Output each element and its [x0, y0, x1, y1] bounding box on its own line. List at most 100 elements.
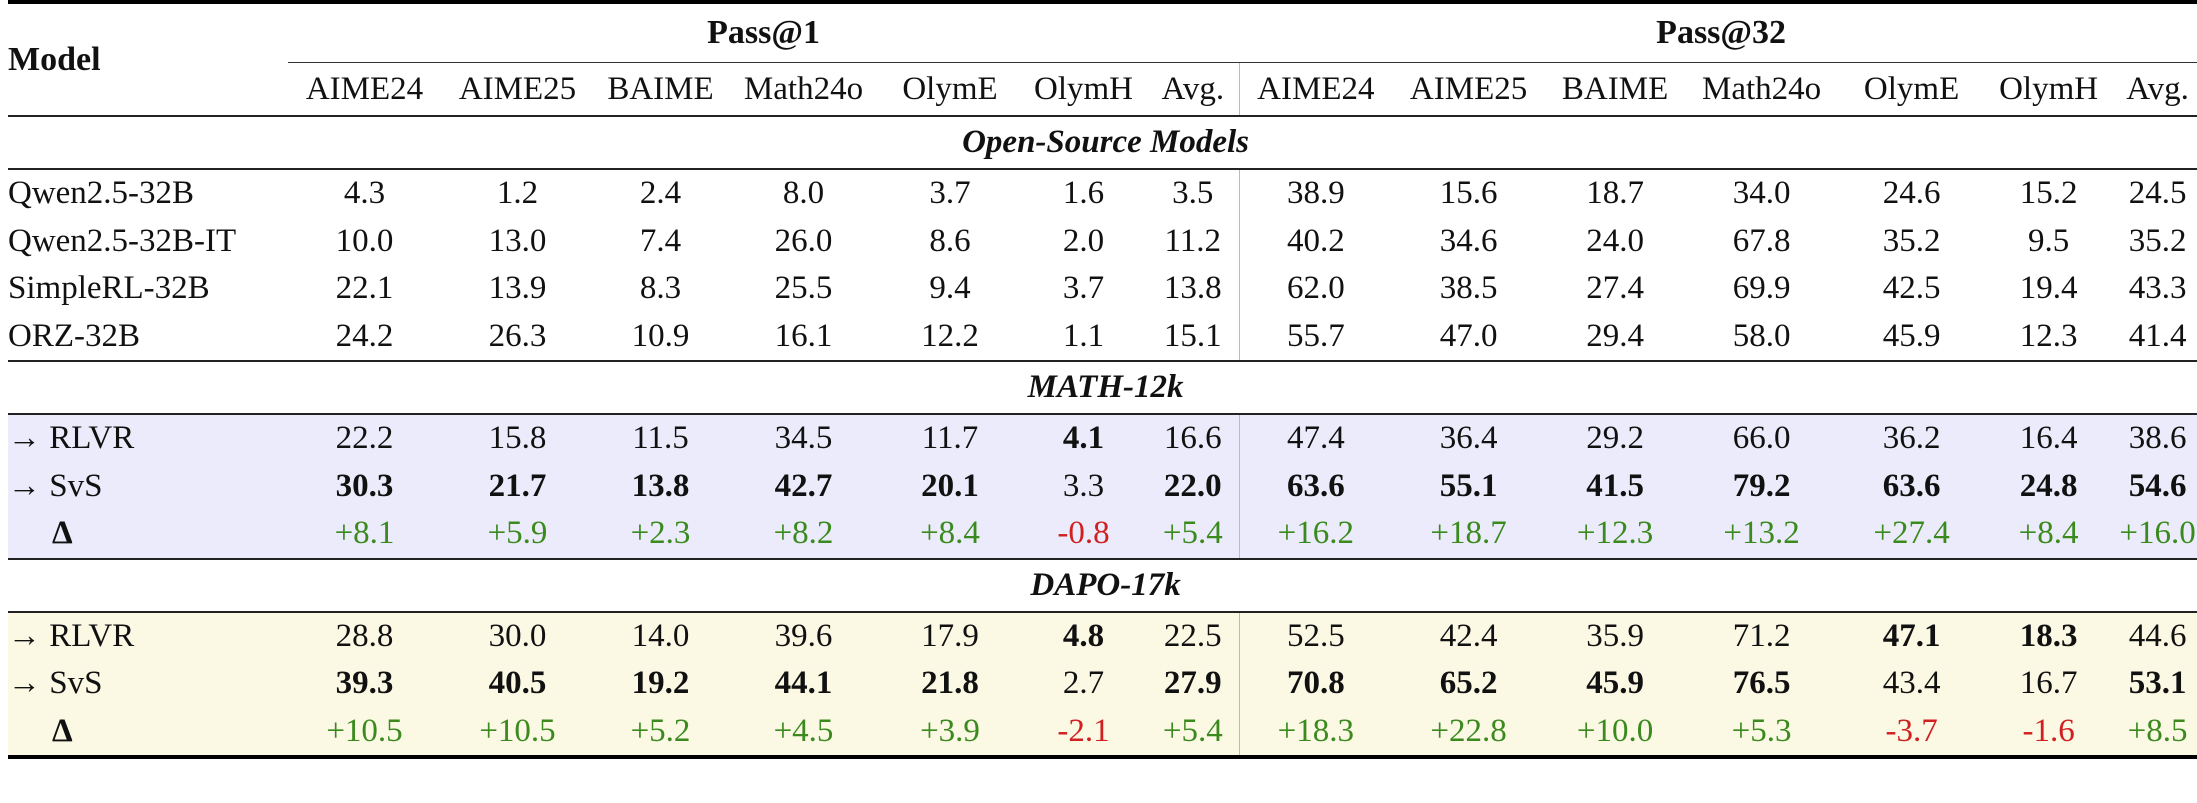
score-cell: 35.2 [1838, 217, 1986, 265]
score-cell: 22.1 [288, 265, 441, 313]
score-cell: 19.2 [594, 660, 727, 708]
score-cell: 25.5 [727, 265, 880, 313]
score-cell: 16.6 [1147, 414, 1240, 463]
score-cell: 22.0 [1147, 462, 1240, 510]
delta-cell: +2.3 [594, 510, 727, 559]
score-cell: 44.6 [2112, 611, 2197, 660]
score-cell: 3.7 [880, 169, 1020, 218]
score-cell: 42.5 [1838, 265, 1986, 313]
row-label: → RLVR [8, 414, 288, 463]
score-cell: 70.8 [1238, 660, 1393, 708]
score-cell: 69.9 [1685, 265, 1839, 313]
score-cell: 8.0 [727, 169, 880, 218]
delta-cell: +18.7 [1392, 510, 1546, 559]
delta-cell: +8.4 [880, 510, 1020, 559]
score-cell: 21.7 [441, 462, 594, 510]
delta-cell: +22.8 [1392, 707, 1546, 759]
score-cell: 47.4 [1238, 414, 1393, 463]
score-cell: 1.2 [441, 169, 594, 218]
score-cell: 10.0 [288, 217, 441, 265]
score-cell: 53.1 [2112, 660, 2197, 708]
delta-cell: +5.3 [1685, 707, 1839, 759]
score-cell: 44.1 [727, 660, 880, 708]
score-cell: 71.2 [1685, 611, 1839, 660]
delta-cell: +16.2 [1238, 510, 1393, 559]
score-cell: 9.4 [880, 265, 1020, 313]
table-row: → RLVR 28.8 30.0 14.0 39.6 17.9 4.8 22.5 52.5 42.… [8, 611, 2197, 660]
section-header-row: Open-Source Models [8, 115, 2197, 170]
score-cell: 76.5 [1685, 660, 1839, 708]
delta-cell: +8.4 [1985, 510, 2113, 559]
score-cell: 26.0 [727, 217, 880, 265]
score-cell: 4.1 [1020, 414, 1147, 463]
score-cell: 30.0 [441, 611, 594, 660]
score-cell: 27.4 [1545, 265, 1686, 313]
row-label: → RLVR [8, 611, 288, 660]
delta-cell: +27.4 [1838, 510, 1986, 559]
score-cell: 43.4 [1838, 660, 1986, 708]
delta-cell: +8.5 [2112, 707, 2197, 759]
score-cell: 52.5 [1238, 611, 1393, 660]
score-cell: 28.8 [288, 611, 441, 660]
score-cell: 39.6 [727, 611, 880, 660]
delta-cell: +3.9 [880, 707, 1020, 759]
score-cell: 35.9 [1545, 611, 1686, 660]
section-header-row: DAPO-17k [8, 557, 2197, 613]
score-cell: 24.8 [1985, 462, 2113, 510]
score-cell: 30.3 [288, 462, 441, 510]
score-cell: 41.4 [2112, 312, 2197, 361]
score-cell: 15.1 [1147, 312, 1240, 361]
table-row: → SvS 39.3 40.5 19.2 44.1 21.8 2.7 27.9 70.8 65.2… [8, 660, 2197, 708]
delta-cell: +10.5 [441, 707, 594, 759]
score-cell: 55.1 [1392, 462, 1546, 510]
score-cell: 38.6 [2112, 414, 2197, 463]
score-cell: 79.2 [1685, 462, 1839, 510]
score-cell: 36.2 [1838, 414, 1986, 463]
score-cell: 58.0 [1685, 312, 1839, 361]
score-cell: 16.7 [1985, 660, 2113, 708]
column-header: OlymH [1985, 62, 2113, 116]
table-row: → SvS 30.3 21.7 13.8 42.7 20.1 3.3 22.0 63.6 55.1… [8, 462, 2197, 510]
score-cell: 12.3 [1985, 312, 2113, 361]
column-header: OlymH [1020, 62, 1147, 116]
score-cell: 16.1 [727, 312, 880, 361]
delta-cell: -1.6 [1985, 707, 2113, 759]
score-cell: 22.5 [1147, 611, 1240, 660]
score-cell: 39.3 [288, 660, 441, 708]
table-row: → RLVR 22.2 15.8 11.5 34.5 11.7 4.1 16.6 47.4 36.… [8, 414, 2197, 463]
score-cell: 18.3 [1985, 611, 2113, 660]
score-cell: 27.9 [1147, 660, 1240, 708]
score-cell: 11.5 [594, 414, 727, 463]
score-cell: 67.8 [1685, 217, 1839, 265]
table-row: Δ +8.1 +5.9 +2.3 +8.2 +8.4 -0.8 +5.4 +16.2 +18.7 +… [8, 510, 2197, 559]
score-cell: 11.2 [1147, 217, 1240, 265]
row-label: ORZ-32B [8, 312, 288, 361]
score-cell: 47.0 [1392, 312, 1546, 361]
score-cell: 20.1 [880, 462, 1020, 510]
column-header: OlymE [880, 62, 1020, 116]
row-label: Δ [8, 707, 288, 759]
score-cell: 24.2 [288, 312, 441, 361]
score-cell: 13.0 [441, 217, 594, 265]
table-row: Qwen2.5-32B 4.3 1.2 2.4 8.0 3.7 1.6 3.5 38.9 15.6… [8, 169, 2197, 218]
column-header: Avg. [1147, 62, 1240, 116]
score-cell: 8.3 [594, 265, 727, 313]
score-cell: 34.6 [1392, 217, 1546, 265]
score-cell: 42.7 [727, 462, 880, 510]
delta-cell: +5.2 [594, 707, 727, 759]
score-cell: 13.8 [594, 462, 727, 510]
delta-cell: -0.8 [1020, 510, 1147, 559]
score-cell: 26.3 [441, 312, 594, 361]
score-cell: 19.4 [1985, 265, 2113, 313]
delta-cell: +4.5 [727, 707, 880, 759]
column-header: OlymE [1838, 62, 1986, 116]
score-cell: 41.5 [1545, 462, 1686, 510]
score-cell: 21.8 [880, 660, 1020, 708]
score-cell: 22.2 [288, 414, 441, 463]
row-label: Δ [8, 510, 288, 559]
delta-cell: +5.4 [1147, 510, 1240, 559]
score-cell: 18.7 [1545, 169, 1686, 218]
delta-cell: +8.2 [727, 510, 880, 559]
score-cell: 24.6 [1838, 169, 1986, 218]
column-header: AIME24 [288, 62, 441, 116]
